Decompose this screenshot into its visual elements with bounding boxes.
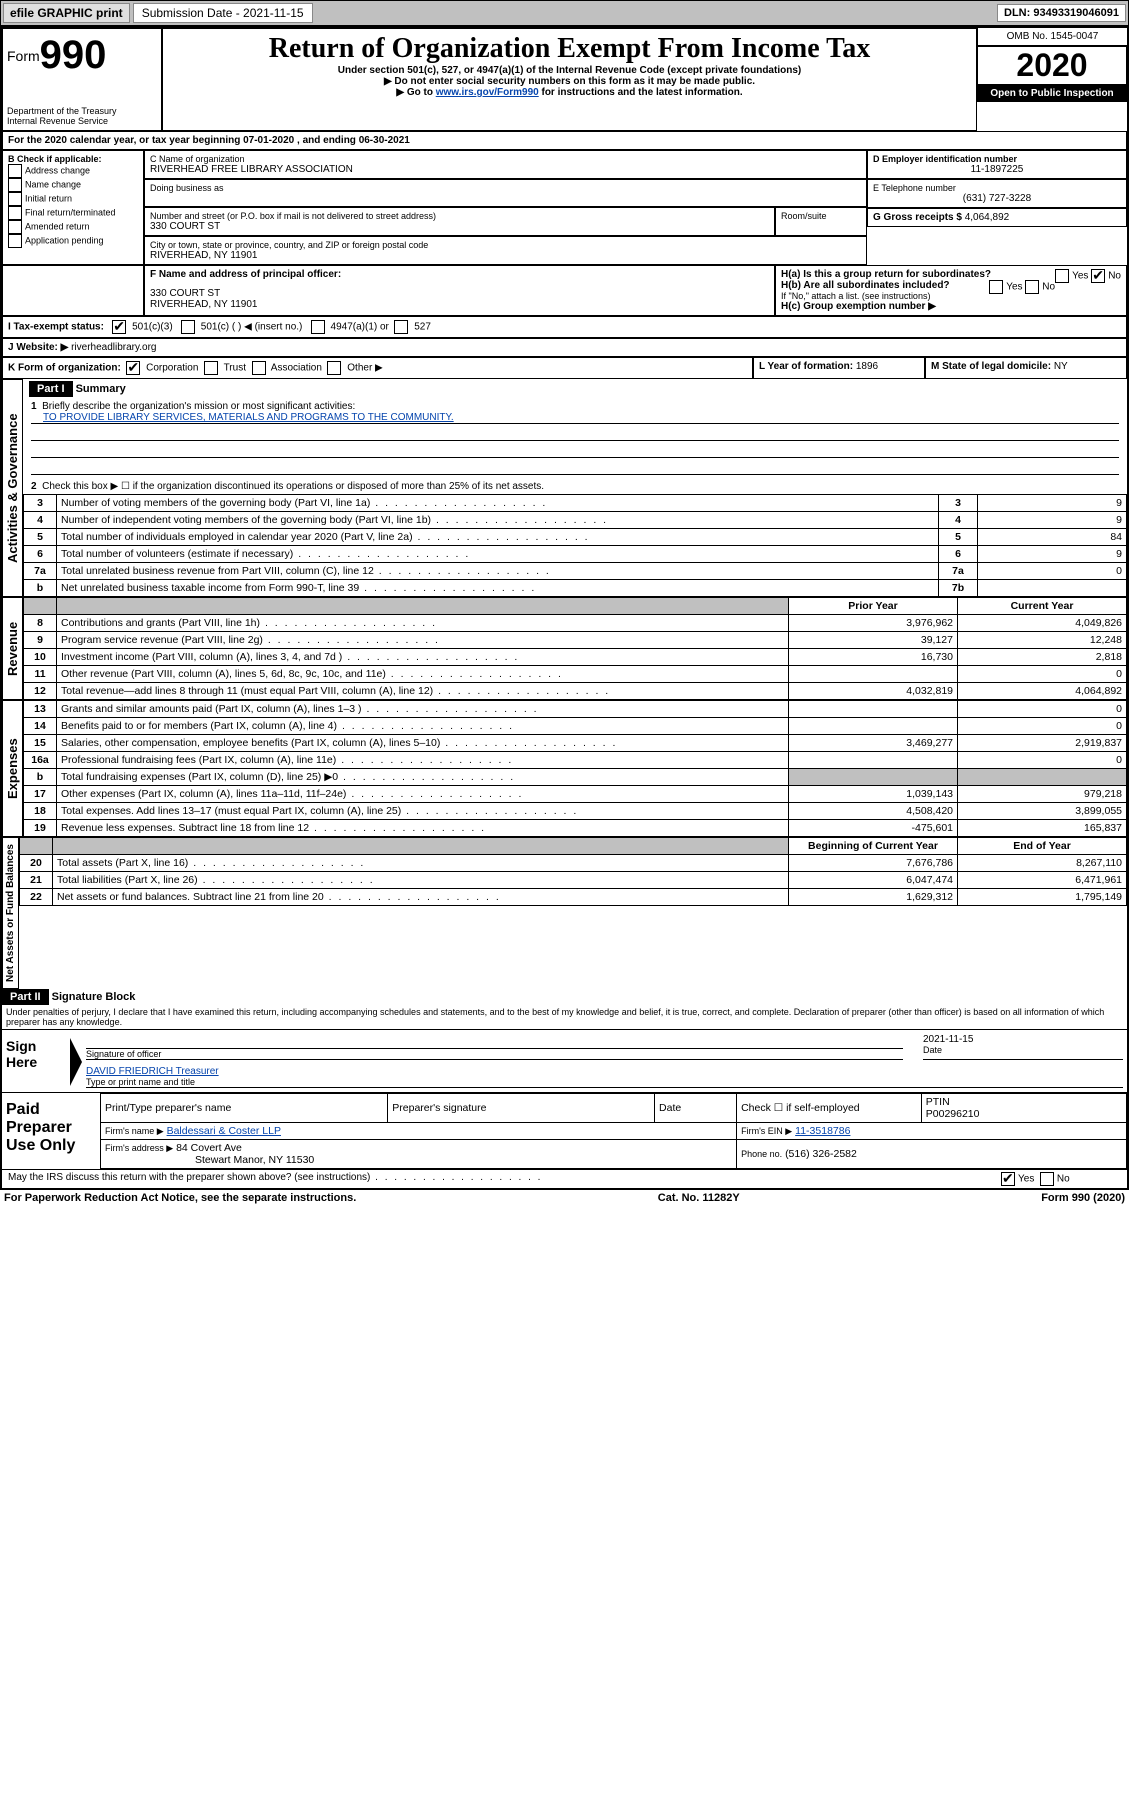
side-activities-governance: Activities & Governance: [2, 379, 23, 597]
F-line2: RIVERHEAD, NY 11901: [150, 299, 769, 310]
dept-1: Department of the Treasury: [7, 106, 157, 116]
top-bar: efile GRAPHIC print Submission Date - 20…: [0, 0, 1129, 26]
irs-link[interactable]: www.irs.gov/Form990: [436, 87, 539, 98]
side-revenue: Revenue: [2, 597, 23, 700]
527-checkbox[interactable]: [394, 320, 408, 334]
phone: (631) 727-3228: [873, 193, 1121, 204]
warn-2: ▶ Go to www.irs.gov/Form990 for instruct…: [167, 87, 972, 98]
501c3-checkbox[interactable]: [112, 320, 126, 334]
ptin-value: P00296210: [926, 1108, 980, 1120]
firm-addr1: 84 Covert Ave: [176, 1142, 242, 1154]
street-label: Number and street (or P.O. box if mail i…: [150, 211, 769, 221]
firm-addr2: Stewart Manor, NY 11530: [195, 1154, 314, 1166]
dln-box: DLN: 93493319046091: [997, 4, 1126, 22]
firm-ein: 11-3518786: [795, 1125, 850, 1137]
street: 330 COURT ST: [150, 221, 769, 232]
E-label: E Telephone number: [873, 183, 1121, 193]
H-note: If "No," attach a list. (see instruction…: [781, 291, 1121, 301]
part-II-title: Signature Block: [52, 991, 136, 1003]
sig-officer-label: Signature of officer: [86, 1049, 903, 1059]
line-I: I Tax-exempt status: 501(c)(3) 501(c) ( …: [2, 316, 1127, 338]
line2-text: Check this box ▶ ☐ if the organization d…: [42, 481, 544, 492]
part-I-header: Part I: [29, 381, 73, 397]
preparer-table: Print/Type preparer's name Preparer's si…: [100, 1093, 1127, 1169]
line-K: K Form of organization: Corporation Trus…: [2, 357, 753, 379]
efile-button[interactable]: efile GRAPHIC print: [3, 3, 130, 23]
checkbox-name-change[interactable]: Name change: [8, 178, 138, 192]
footer-cat: Cat. No. 11282Y: [658, 1192, 740, 1204]
sign-here-label: Sign Here: [2, 1030, 70, 1092]
Hc: H(c) Group exemption number ▶: [781, 301, 1121, 312]
checkbox-final-return-terminated[interactable]: Final return/terminated: [8, 206, 138, 220]
line-A: For the 2020 calendar year, or tax year …: [2, 131, 1127, 150]
expenses-table: 13Grants and similar amounts paid (Part …: [23, 700, 1127, 837]
side-net-assets: Net Assets or Fund Balances: [2, 837, 19, 989]
form-990-label: Form 990: [7, 33, 157, 78]
checkbox-application-pending[interactable]: Application pending: [8, 234, 138, 248]
city: RIVERHEAD, NY 11901: [150, 250, 861, 261]
city-label: City or town, state or province, country…: [150, 240, 861, 250]
declaration: Under penalties of perjury, I declare th…: [2, 1005, 1127, 1030]
sig-date: 2021-11-15: [923, 1034, 1123, 1045]
form-container: Form 990 Department of the Treasury Inte…: [0, 26, 1129, 1190]
dba-label: Doing business as: [150, 183, 861, 193]
line1-label: Briefly describe the organization's miss…: [42, 401, 355, 412]
B-label: B Check if applicable:: [8, 154, 138, 164]
line-M: M State of legal domicile: NY: [925, 357, 1127, 379]
officer-name: DAVID FRIEDRICH Treasurer: [86, 1066, 1123, 1077]
line-J: J Website: ▶ riverheadlibrary.org: [2, 338, 1127, 357]
inspection-notice: Open to Public Inspection: [977, 85, 1127, 102]
F-label: F Name and address of principal officer:: [150, 269, 769, 280]
C-name-label: C Name of organization: [150, 154, 861, 164]
part-I-title: Summary: [76, 383, 126, 395]
part-II-header: Part II: [2, 989, 49, 1005]
org-name: RIVERHEAD FREE LIBRARY ASSOCIATION: [150, 164, 861, 175]
discuss-question: May the IRS discuss this return with the…: [8, 1172, 1001, 1186]
footer-right: Form 990 (2020): [1041, 1192, 1125, 1204]
F-line1: 330 COURT ST: [150, 288, 769, 299]
footer-left: For Paperwork Reduction Act Notice, see …: [4, 1192, 356, 1204]
mission-text: TO PROVIDE LIBRARY SERVICES, MATERIALS A…: [43, 412, 454, 423]
Ha: H(a) Is this a group return for subordin…: [781, 269, 1121, 280]
line-L: L Year of formation: 1896: [753, 357, 925, 379]
net-assets-table: Beginning of Current YearEnd of Year20To…: [19, 837, 1127, 906]
tax-year: 2020: [977, 46, 1127, 85]
dept-2: Internal Revenue Service: [7, 116, 157, 126]
page-title: Return of Organization Exempt From Incom…: [167, 33, 972, 65]
firm-phone: (516) 326-2582: [785, 1148, 857, 1160]
paid-preparer-label: Paid Preparer Use Only: [2, 1093, 100, 1169]
D-label: D Employer identification number: [873, 154, 1121, 164]
ein: 11-1897225: [873, 164, 1121, 175]
warn-1: ▶ Do not enter social security numbers o…: [167, 76, 972, 87]
checkbox-amended-return[interactable]: Amended return: [8, 220, 138, 234]
checkbox-address-change[interactable]: Address change: [8, 164, 138, 178]
discuss-answer: Yes No: [1001, 1172, 1121, 1186]
arrow-icon: [70, 1038, 82, 1086]
revenue-table: Prior YearCurrent Year8Contributions and…: [23, 597, 1127, 700]
501c-checkbox[interactable]: [181, 320, 195, 334]
room-label: Room/suite: [781, 211, 861, 221]
website-link[interactable]: riverheadlibrary.org: [68, 342, 156, 353]
side-expenses: Expenses: [2, 700, 23, 837]
firm-name: Baldessari & Coster LLP: [167, 1125, 281, 1137]
governance-table: 3Number of voting members of the governi…: [23, 494, 1127, 597]
checkbox-initial-return[interactable]: Initial return: [8, 192, 138, 206]
4947-checkbox[interactable]: [311, 320, 325, 334]
omb-number: OMB No. 1545-0047: [977, 28, 1127, 46]
submission-date: Submission Date - 2021-11-15: [133, 3, 313, 23]
G-receipts: G Gross receipts $ 4,064,892: [867, 208, 1127, 227]
subtitle: Under section 501(c), 527, or 4947(a)(1)…: [167, 65, 972, 76]
